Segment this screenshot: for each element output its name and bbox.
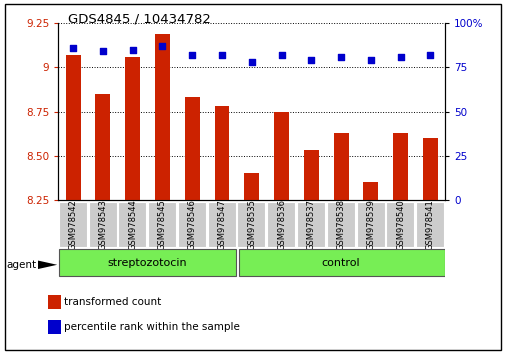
Point [98, 48, 107, 54]
Bar [244, 173, 259, 200]
Text: GSM978536: GSM978536 [276, 199, 285, 250]
Text: transformed count: transformed count [64, 297, 161, 307]
Bar [303, 150, 318, 200]
Text: percentile rank within the sample: percentile rank within the sample [64, 322, 239, 332]
Point [218, 52, 226, 58]
Text: GSM978535: GSM978535 [247, 199, 256, 250]
Text: GSM978540: GSM978540 [395, 199, 405, 250]
Bar [267, 202, 294, 247]
Bar [59, 249, 236, 276]
Text: GSM978537: GSM978537 [306, 199, 315, 250]
Bar [47, 295, 61, 309]
Bar [333, 133, 348, 200]
Text: GSM978542: GSM978542 [69, 199, 77, 250]
Bar [47, 320, 61, 334]
Bar [155, 34, 170, 200]
Point [158, 43, 166, 49]
Text: streptozotocin: streptozotocin [108, 258, 187, 268]
Text: GSM978544: GSM978544 [128, 199, 137, 250]
Point [366, 57, 374, 63]
Bar [392, 133, 407, 200]
Bar [326, 202, 354, 247]
Bar [385, 202, 414, 247]
Polygon shape [38, 261, 57, 269]
Bar [237, 202, 265, 247]
Bar [148, 202, 176, 247]
Bar [178, 202, 206, 247]
Bar [59, 202, 86, 247]
Text: GSM978538: GSM978538 [336, 199, 345, 250]
Text: control: control [321, 258, 360, 268]
Text: GSM978547: GSM978547 [217, 199, 226, 250]
Text: GDS4845 / 10434782: GDS4845 / 10434782 [68, 12, 211, 25]
Point [307, 57, 315, 63]
Text: agent: agent [7, 260, 37, 270]
Point [336, 54, 344, 59]
Point [277, 52, 285, 58]
Bar [363, 182, 378, 200]
Point [396, 54, 404, 59]
Bar [88, 202, 116, 247]
Bar [118, 202, 146, 247]
Bar [422, 138, 437, 200]
Text: GSM978545: GSM978545 [158, 199, 167, 250]
Bar [66, 55, 80, 200]
Bar [274, 112, 288, 200]
Text: GSM978543: GSM978543 [98, 199, 107, 250]
Bar [95, 94, 110, 200]
Point [426, 52, 434, 58]
Bar [296, 202, 324, 247]
Text: GSM978539: GSM978539 [366, 199, 375, 250]
Bar [184, 97, 199, 200]
Bar [238, 249, 444, 276]
Bar [214, 106, 229, 200]
Point [128, 47, 136, 52]
Text: GSM978541: GSM978541 [425, 199, 434, 250]
Point [69, 45, 77, 51]
Bar [125, 57, 140, 200]
Bar [207, 202, 235, 247]
Point [188, 52, 196, 58]
Bar [415, 202, 443, 247]
Bar [356, 202, 384, 247]
Point [247, 59, 256, 65]
Text: GSM978546: GSM978546 [187, 199, 196, 250]
